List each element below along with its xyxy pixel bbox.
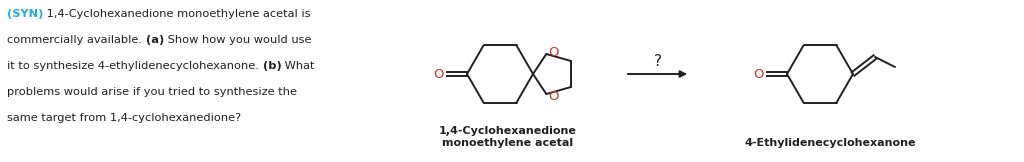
Text: (b): (b) bbox=[262, 61, 282, 71]
Text: O: O bbox=[548, 46, 559, 58]
Text: ?: ? bbox=[653, 53, 662, 69]
Text: O: O bbox=[548, 89, 559, 103]
Text: (SYN): (SYN) bbox=[7, 9, 43, 19]
Text: Show how you would use: Show how you would use bbox=[164, 35, 311, 45]
Text: 4-Ethylidenecyclohexanone: 4-Ethylidenecyclohexanone bbox=[744, 138, 915, 148]
Text: (a): (a) bbox=[145, 35, 164, 45]
Text: it to synthesize 4-ethylidenecyclohexanone.: it to synthesize 4-ethylidenecyclohexano… bbox=[7, 61, 262, 71]
Text: same target from 1,4-cyclohexanedione?: same target from 1,4-cyclohexanedione? bbox=[7, 113, 241, 123]
Text: What: What bbox=[282, 61, 314, 71]
Text: commercially available.: commercially available. bbox=[7, 35, 145, 45]
Text: problems would arise if you tried to synthesize the: problems would arise if you tried to syn… bbox=[7, 87, 297, 97]
Text: O: O bbox=[754, 68, 764, 81]
Text: 1,4-Cyclohexanedione
monoethylene acetal: 1,4-Cyclohexanedione monoethylene acetal bbox=[439, 126, 577, 148]
Text: O: O bbox=[434, 68, 444, 81]
Text: 1,4-Cyclohexanedione monoethylene acetal is: 1,4-Cyclohexanedione monoethylene acetal… bbox=[43, 9, 311, 19]
